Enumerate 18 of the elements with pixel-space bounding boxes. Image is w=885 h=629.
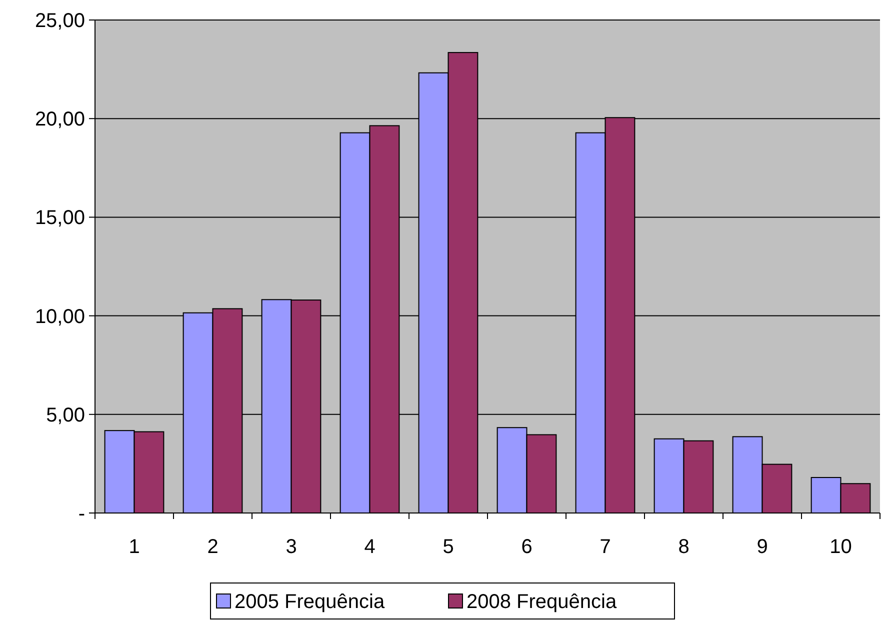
x-tick-label: 6 bbox=[521, 536, 532, 558]
x-tick-label: 10 bbox=[830, 536, 852, 558]
x-tick-label: 3 bbox=[286, 536, 297, 558]
y-tick-label: 20,00 bbox=[34, 108, 85, 131]
x-tick-label: 9 bbox=[756, 536, 768, 558]
x-tick-label: 5 bbox=[442, 536, 454, 558]
legend-label: 2008 Frequência bbox=[466, 591, 618, 613]
y-tick-label: 10,00 bbox=[34, 306, 85, 328]
y-tick-label: 25,00 bbox=[34, 10, 85, 32]
x-tick-label: 4 bbox=[364, 536, 376, 558]
x-tick-label: 1 bbox=[128, 536, 140, 558]
y-tick-label: - bbox=[78, 503, 85, 525]
x-tick-label: 8 bbox=[678, 536, 690, 558]
x-tick-label: 2 bbox=[207, 536, 218, 558]
y-tick-label: 5,00 bbox=[46, 404, 85, 426]
x-tick-label: 7 bbox=[600, 536, 611, 558]
y-tick-label: 15,00 bbox=[34, 207, 85, 230]
legend-label: 2005 Frequência bbox=[234, 591, 386, 613]
